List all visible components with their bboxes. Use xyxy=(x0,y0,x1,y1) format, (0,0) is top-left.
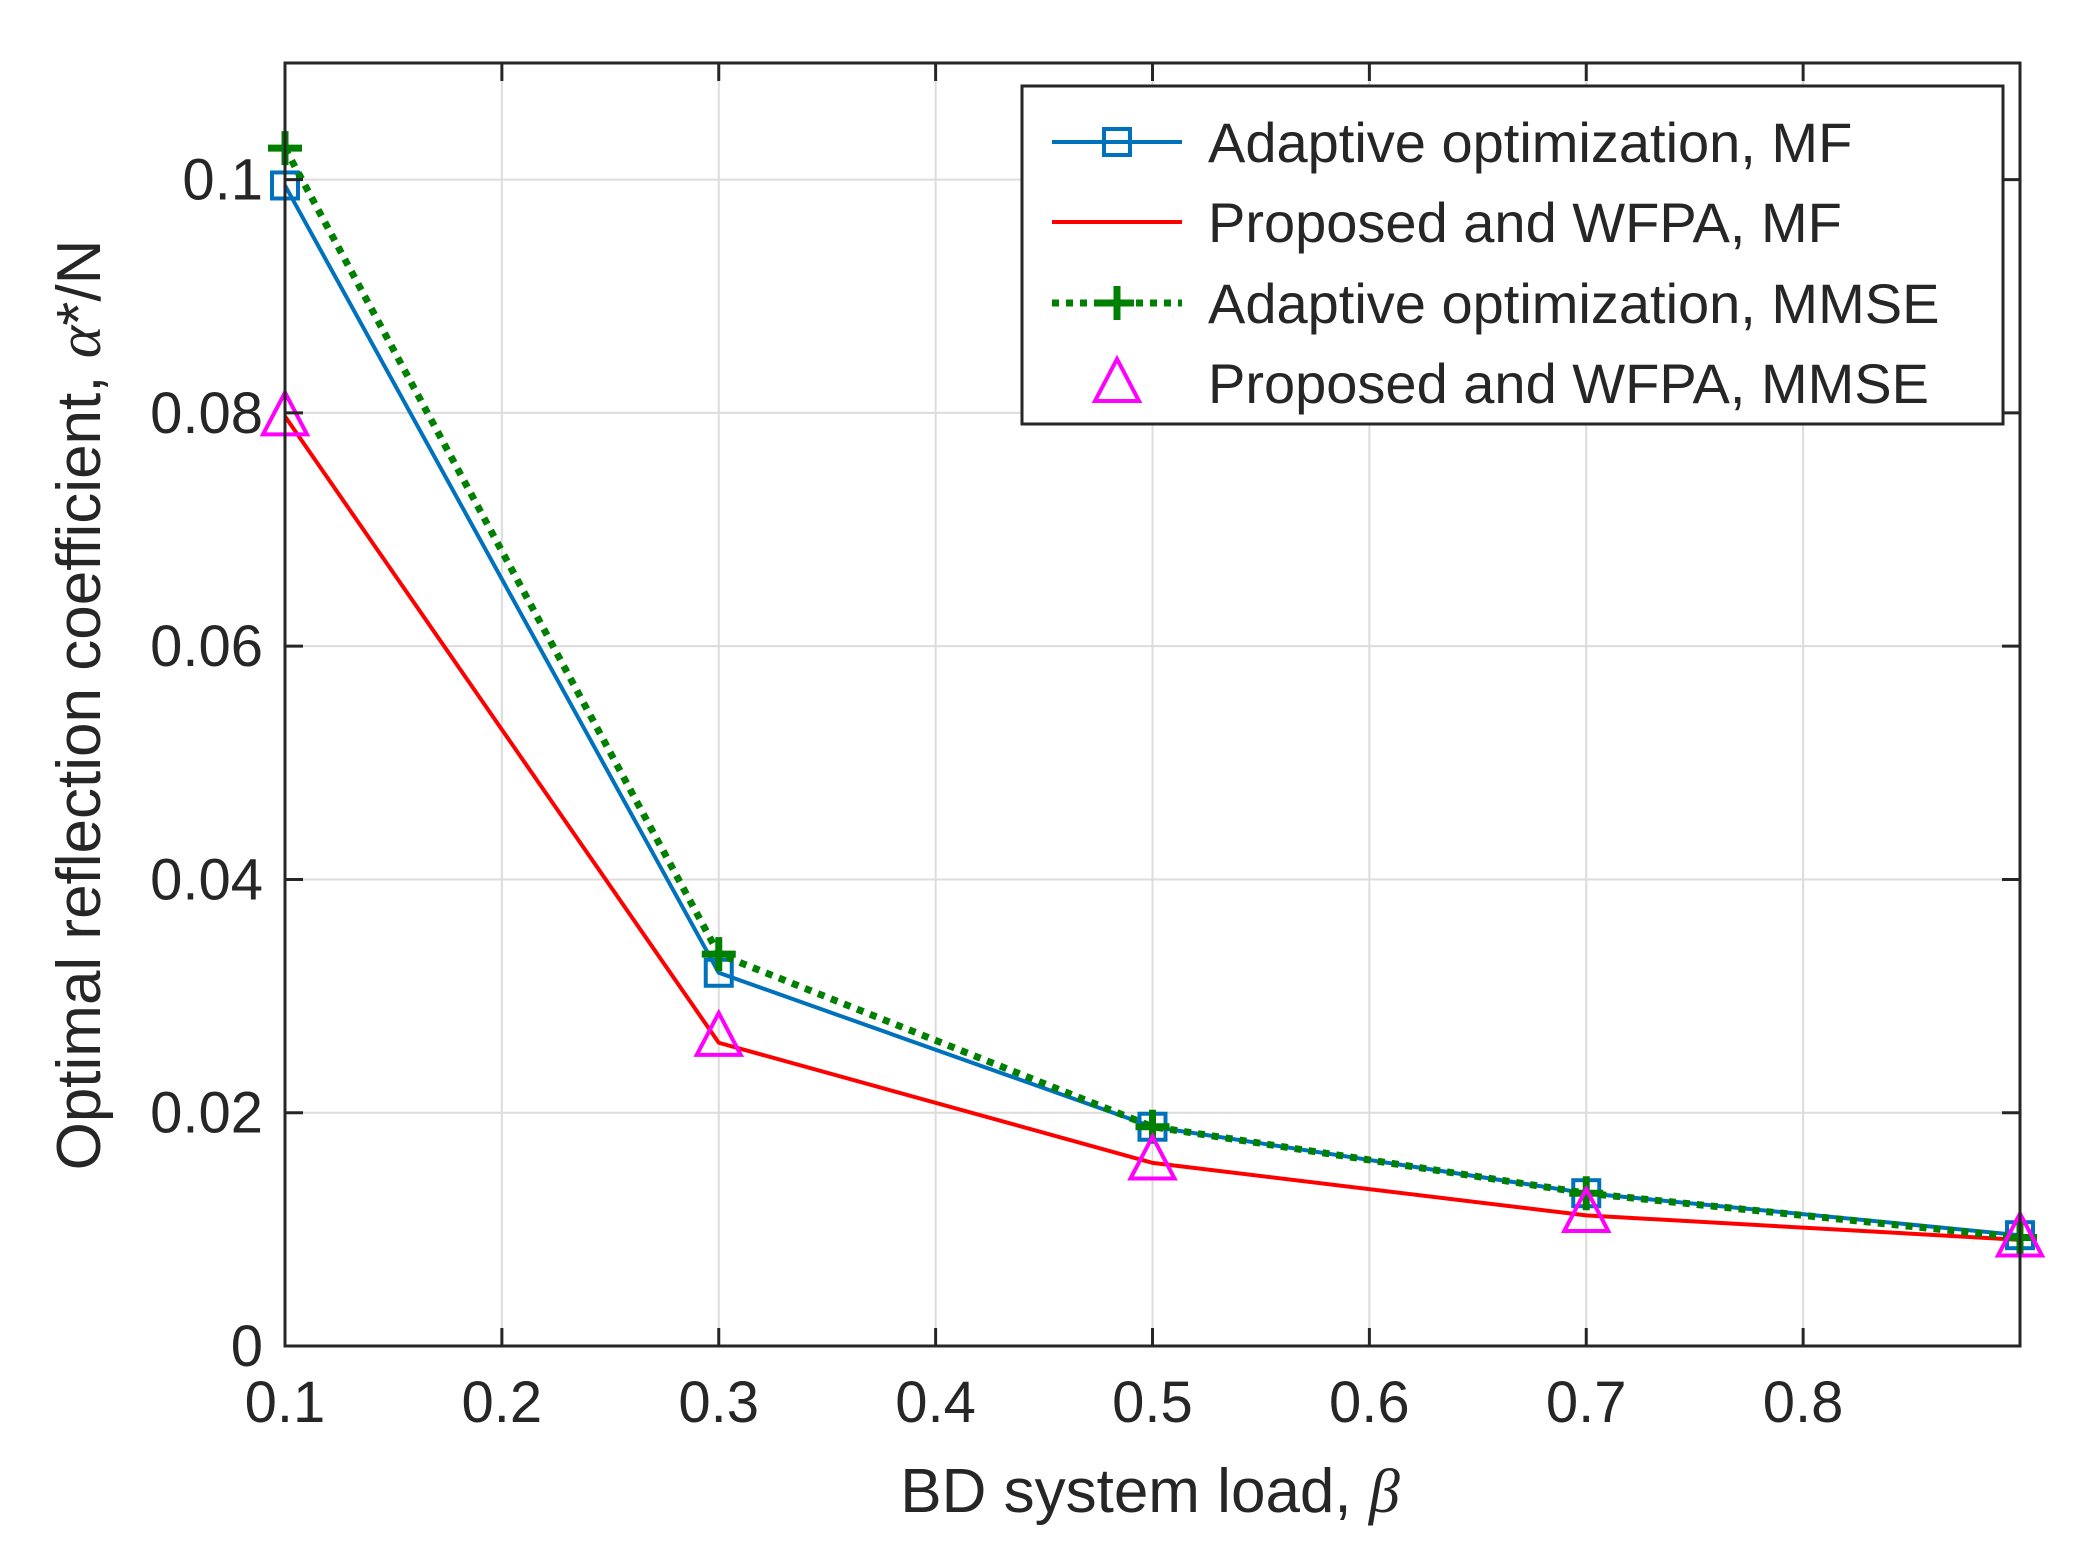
y-axis-label-symbol: α xyxy=(46,324,114,358)
legend-item: Adaptive optimization, MF xyxy=(1052,111,1852,174)
legend-box xyxy=(1020,84,2005,426)
x-tick-label: 0.3 xyxy=(678,1370,759,1435)
legend-label: Proposed and WFPA, MMSE xyxy=(1208,352,1929,415)
x-tick-label: 0.5 xyxy=(1112,1370,1193,1435)
legend-label: Proposed and WFPA, MF xyxy=(1208,191,1842,254)
y-tick-label: 0.02 xyxy=(150,1081,263,1146)
ticks xyxy=(283,63,2020,1348)
legend: Adaptive optimization, MF Proposed and WF… xyxy=(1020,84,2005,426)
x-tick-label: 0.8 xyxy=(1763,1370,1844,1435)
y-axis-label-suffix: */N xyxy=(45,240,114,326)
y-tick-label: 0 xyxy=(231,1314,263,1379)
data-point xyxy=(701,937,736,972)
series-line xyxy=(283,415,2021,1242)
series-line xyxy=(281,146,2021,1242)
x-tick-label: 0.2 xyxy=(462,1370,543,1435)
y-tick-label: 0.08 xyxy=(150,381,263,446)
series-1 xyxy=(283,415,2021,1242)
y-tick-label: 0.04 xyxy=(150,847,263,912)
y-tick-label: 0.06 xyxy=(150,614,263,679)
data-point xyxy=(1127,1132,1178,1181)
legend-item: Adaptive optimization, MMSE xyxy=(1052,272,1939,335)
legend-label: Adaptive optimization, MMSE xyxy=(1208,272,1939,335)
x-axis-label-symbol: β xyxy=(1368,1458,1400,1526)
x-tick-label: 0.7 xyxy=(1546,1370,1627,1435)
x-tick-label: 0.4 xyxy=(895,1370,976,1435)
legend-item: Proposed and WFPA, MF xyxy=(1052,191,1842,254)
legend-label: Adaptive optimization, MF xyxy=(1208,111,1852,174)
legend-swatch-marker xyxy=(1091,354,1143,403)
legend-item: Proposed and WFPA, MMSE xyxy=(1091,352,1929,415)
y-tick-label: 0.1 xyxy=(182,148,263,213)
x-axis-label-text: BD system load, xyxy=(900,1457,1369,1526)
x-tick-label: 0.6 xyxy=(1329,1370,1410,1435)
legend-swatch-marker xyxy=(1100,286,1134,320)
data-point xyxy=(1560,1184,1612,1234)
x-tick-label: 0.1 xyxy=(245,1370,326,1435)
x-axis-label: BD system load, β xyxy=(900,1457,1400,1526)
legend-swatch-marker xyxy=(1102,127,1132,157)
y-axis-label-text: Optimal reflection coefficient, xyxy=(45,358,114,1170)
tick-labels: 0.1 0.2 0.3 0.4 0.5 0.6 0.7 0.8 0 0.02 0.04 0.06 0.0… xyxy=(150,148,1843,1435)
data-point xyxy=(693,1008,745,1057)
y-axis-label: Optimal reflection coefficient, α*/N xyxy=(45,240,114,1171)
